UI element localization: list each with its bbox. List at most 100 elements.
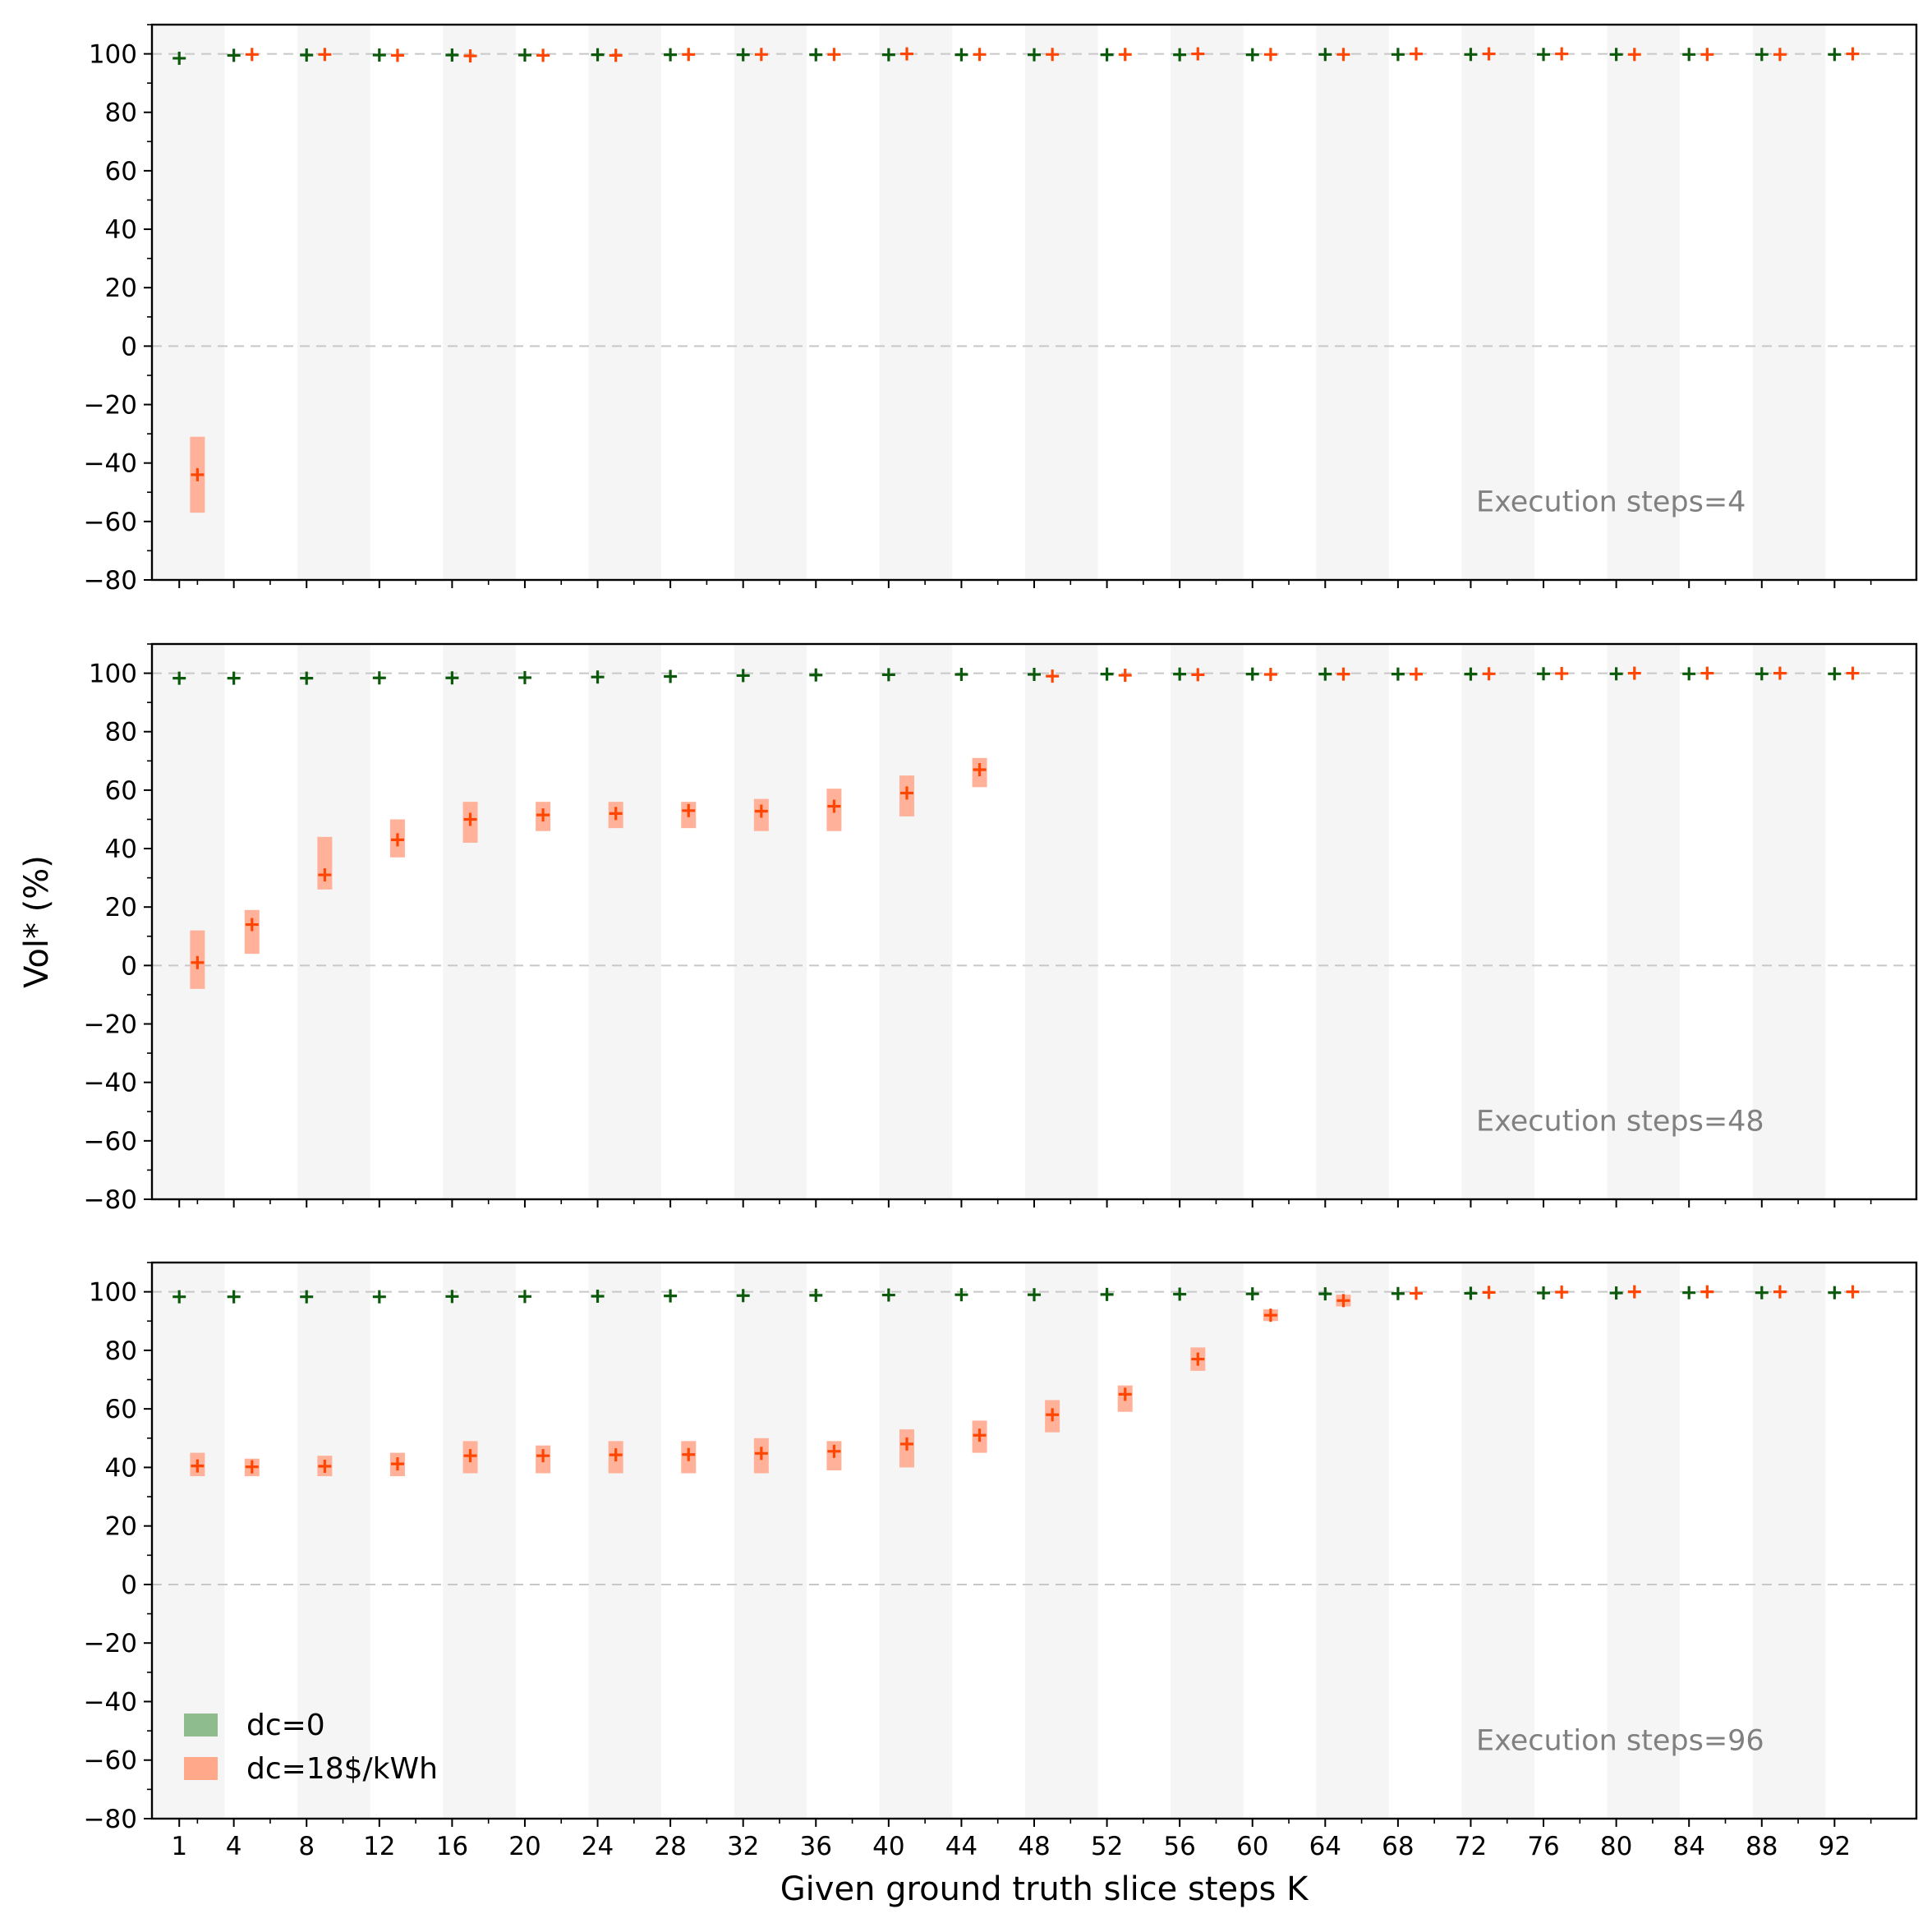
x-tick-label: 60 [1236,1832,1268,1861]
shaded-band [879,25,953,580]
shaded-band [1024,1263,1098,1819]
shaded-band [1461,1263,1534,1819]
y-tick-label: −80 [84,1805,137,1834]
x-tick-label: 84 [1672,1832,1704,1861]
panel-2: −80 −60 −40 −20 0 20 40 60 80 100 Execution steps=… [84,642,1918,1215]
shaded-band [1024,644,1098,1199]
shaded-band [1024,25,1098,580]
y-tick-label: −60 [84,508,137,537]
x-tick-label: 20 [508,1832,540,1861]
panel-1: −80 −60 −40 −20 0 20 40 60 80 100 Execution steps=… [84,23,1918,596]
panel-annotation: Execution steps=48 [1476,1105,1764,1138]
shaded-band [1752,25,1826,580]
y-tick-label: 80 [105,99,137,128]
y-tick-label: 100 [89,40,137,70]
y-tick-label: −20 [84,1010,137,1040]
y-tick-label: 20 [105,1512,137,1542]
shaded-band [443,644,516,1199]
y-tick-label: −20 [84,1629,137,1658]
y-tick-label: 40 [105,1453,137,1483]
shaded-band [588,644,662,1199]
y-tick-label: 80 [105,1336,137,1366]
panel-annotation: Execution steps=96 [1476,1724,1764,1757]
y-tick-label: −40 [84,1687,137,1717]
y-axis-label: Vol* (%) [18,855,56,988]
y-tick-label: 100 [89,660,137,689]
y-tick-label: 100 [89,1278,137,1308]
y-tick-label: 60 [105,157,137,186]
y-tick-label: 40 [105,835,137,864]
x-axis-label: Given ground truth slice steps K [780,1870,1309,1908]
y-tick-label: −60 [84,1746,137,1776]
y-tick-label: −80 [84,566,137,596]
y-tick-label: 80 [105,718,137,748]
x-tick-label: 68 [1382,1832,1414,1861]
legend-swatch [184,1714,218,1736]
shaded-band [1607,644,1681,1199]
shaded-band [297,644,370,1199]
y-tick-label: 0 [121,1571,137,1600]
shaded-band [1607,25,1681,580]
shaded-band [734,644,807,1199]
y-tick-label: −20 [84,391,137,421]
y-tick-label: 0 [121,951,137,981]
shaded-band [1461,644,1534,1199]
y-tick-label: −80 [84,1185,137,1215]
y-tick-label: 60 [105,776,137,806]
x-tick-label: 64 [1309,1832,1341,1861]
y-tick-label: −60 [84,1127,137,1157]
shaded-band [1316,25,1389,580]
shaded-band [1316,644,1389,1199]
shaded-band [1171,644,1244,1199]
x-tick-label: 4 [226,1832,242,1861]
x-tick-label: 80 [1600,1832,1632,1861]
shaded-band [1461,25,1534,580]
shaded-band [152,25,225,580]
x-tick-label: 24 [582,1832,614,1861]
shaded-band [588,1263,662,1819]
x-tick-label: 8 [298,1832,315,1861]
legend-swatch [184,1757,218,1780]
x-tick-label: 72 [1455,1832,1487,1861]
x-tick-label: 52 [1091,1832,1123,1861]
x-tick-label: 88 [1746,1832,1778,1861]
y-tick-label: 20 [105,274,137,303]
shaded-band [297,25,370,580]
x-tick-label: 40 [872,1832,904,1861]
error-band [244,909,260,954]
shaded-band [443,25,516,580]
x-tick-label: 56 [1163,1832,1195,1861]
x-tick-label: 1 [171,1832,187,1861]
shaded-band [1607,1263,1681,1819]
panel-annotation: Execution steps=4 [1476,485,1746,518]
x-tick-label: 36 [800,1832,832,1861]
shaded-band [1752,1263,1826,1819]
shaded-band [297,1263,370,1819]
shaded-band [588,25,662,580]
shaded-band [1171,1263,1244,1819]
x-tick-label: 48 [1018,1832,1050,1861]
x-tick-label: 32 [727,1832,759,1861]
x-tick-label: 92 [1819,1832,1851,1861]
shaded-band [879,644,953,1199]
y-tick-label: 20 [105,893,137,922]
x-tick-label: 28 [654,1832,686,1861]
shaded-band [152,644,225,1199]
shaded-band [734,1263,807,1819]
shaded-band [734,25,807,580]
x-tick-label: 44 [945,1832,978,1861]
shaded-band [1752,644,1826,1199]
legend-label: dc=18$/kWh [246,1752,438,1786]
x-tick-label: 76 [1527,1832,1559,1861]
y-tick-label: −40 [84,449,137,479]
shaded-band [1316,1263,1389,1819]
y-tick-label: −40 [84,1069,137,1098]
y-tick-label: 60 [105,1395,137,1424]
x-tick-label: 16 [436,1832,468,1861]
shaded-band [1171,25,1244,580]
x-tick-label: 12 [363,1832,395,1861]
y-tick-label: 0 [121,332,137,361]
shaded-band [879,1263,953,1819]
